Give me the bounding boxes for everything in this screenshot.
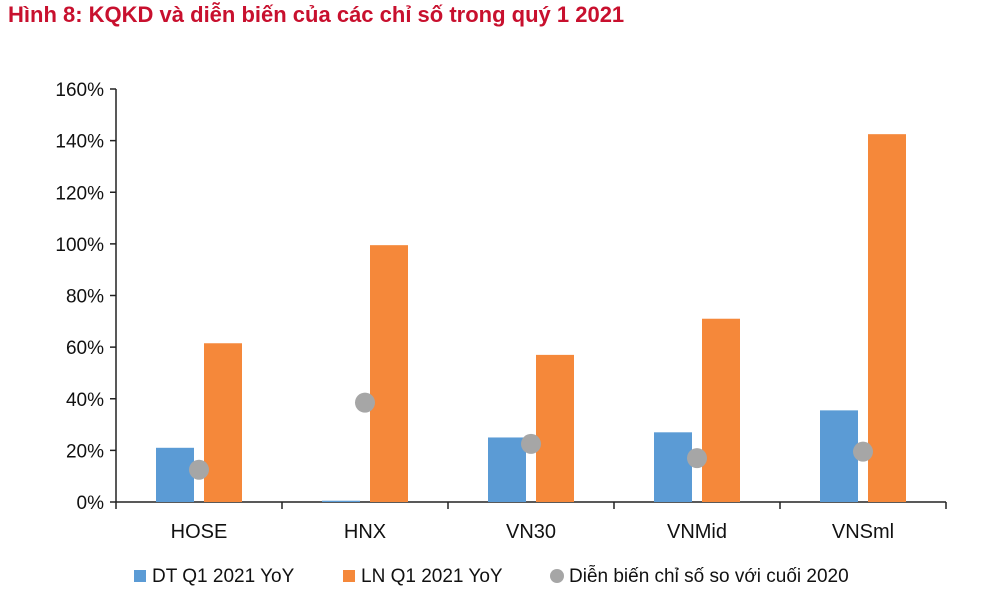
legend: DT Q1 2021 YoY LN Q1 2021 YoY Diễn biến ch… [134,565,849,587]
bar-ln [370,245,408,502]
bar-dt [488,437,526,502]
bar-dt [820,410,858,502]
legend-label: Diễn biến chỉ số so với cuối 2020 [569,565,849,587]
y-tick-label: 120% [55,183,104,204]
legend-swatch [134,570,146,582]
x-category-label: VNMid [667,521,727,543]
bar-dt [654,432,692,502]
y-tick-label: 100% [55,235,104,256]
bar-ln [868,134,906,502]
index-change-point [355,392,375,413]
legend-swatch [343,570,355,582]
legend-swatch-dot [550,569,564,583]
x-category-label: VN30 [506,521,556,543]
bar-ln [204,343,242,502]
bar-dt [156,447,194,502]
index-change-point [687,448,707,469]
bar-ln [702,318,740,502]
bars-group [156,134,906,502]
y-tick-label: 20% [66,441,104,462]
x-axis: HOSE HNX VN30 VNMid VNSml [115,501,947,543]
y-tick-label: 0% [77,493,105,514]
figure-title: Hình 8: KQKD và diễn biến của các chỉ số… [8,2,625,27]
x-category-label: VNSml [832,521,894,543]
x-category-label: HOSE [171,521,228,543]
index-change-point [521,433,541,454]
y-tick-label: 60% [66,338,104,359]
x-category-label: HNX [344,521,386,543]
y-tick-label: 140% [55,132,104,153]
y-tick-label: 80% [66,287,104,308]
index-change-point [853,441,873,462]
index-change-point [189,459,209,480]
legend-label: DT Q1 2021 YoY [152,566,295,587]
y-tick-label: 160% [55,80,104,101]
points-group [189,392,873,480]
y-tick-label: 40% [66,390,104,411]
bar-ln [536,354,574,502]
bar-dt [322,500,360,502]
legend-label: LN Q1 2021 YoY [361,566,503,587]
y-axis: 0% 20% 40% 60% 80% 100% 120% 140% 160% [55,80,117,514]
